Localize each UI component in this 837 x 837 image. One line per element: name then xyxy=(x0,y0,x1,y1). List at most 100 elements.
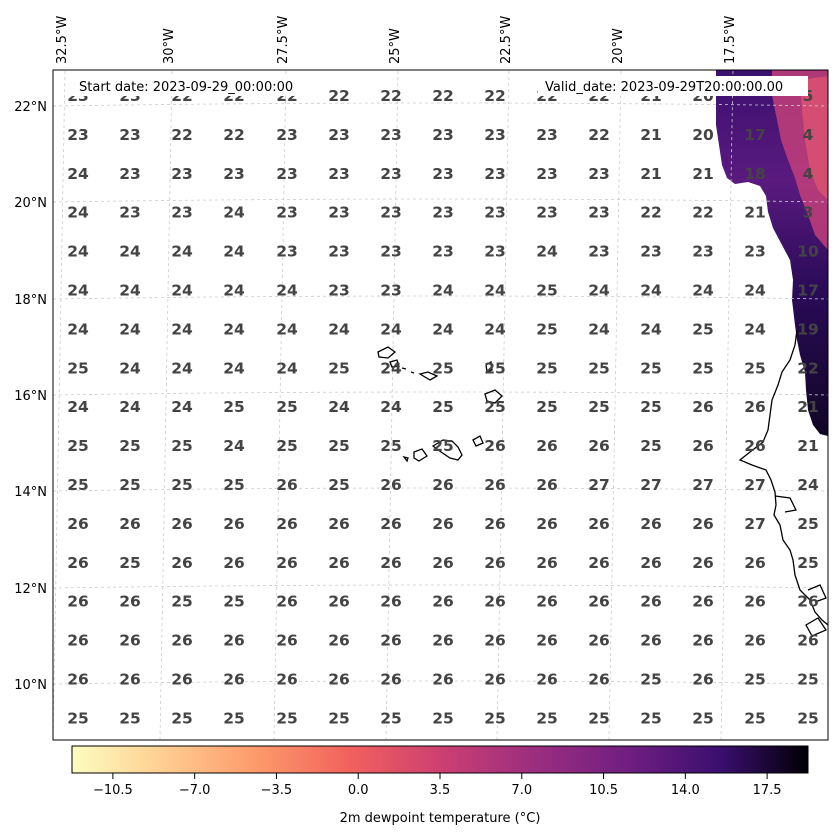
grid-value: 23 xyxy=(380,243,402,261)
grid-value: 25 xyxy=(692,320,714,338)
grid-value: 22 xyxy=(432,87,454,105)
grid-value: 27 xyxy=(744,476,766,494)
grid-value: 26 xyxy=(744,593,766,611)
grid-value: 24 xyxy=(119,359,141,377)
parallel-line xyxy=(53,391,828,396)
grid-value: 23 xyxy=(380,282,402,300)
grid-value: 24 xyxy=(171,359,193,377)
grid-value: 24 xyxy=(484,320,506,338)
grid-value: 23 xyxy=(276,243,298,261)
colorbar-gradient xyxy=(71,745,809,774)
grid-value: 26 xyxy=(484,554,506,572)
grid-value: 24 xyxy=(536,243,558,261)
grid-value: 25 xyxy=(276,398,298,416)
grid-value: 26 xyxy=(797,593,819,611)
grid-value: 25 xyxy=(380,437,402,455)
grid-value: 26 xyxy=(119,515,141,533)
grid-value: 25 xyxy=(484,709,506,727)
grid-value: 26 xyxy=(484,671,506,689)
grid-value: 24 xyxy=(223,320,245,338)
grid-value: 25 xyxy=(588,359,610,377)
parallel-line xyxy=(53,584,828,589)
start-date-text: Start date: 2023-09-29_00:00:00 xyxy=(79,80,293,95)
grid-value: 26 xyxy=(797,632,819,650)
grid-value: 24 xyxy=(171,398,193,416)
grid-value: 26 xyxy=(588,593,610,611)
grid-value: 26 xyxy=(223,671,245,689)
grid-value: 26 xyxy=(692,593,714,611)
grid-value: 24 xyxy=(67,398,89,416)
grid-value: 26 xyxy=(692,515,714,533)
grid-value: 25 xyxy=(119,554,141,572)
grid-value: 21 xyxy=(692,165,714,183)
grid-value: 25 xyxy=(328,709,350,727)
grid-value: 26 xyxy=(484,593,506,611)
grid-value: 23 xyxy=(67,126,89,144)
grid-value: 25 xyxy=(640,437,662,455)
grid-value: 23 xyxy=(692,243,714,261)
grid-value: 25 xyxy=(223,476,245,494)
parallel-line xyxy=(53,295,828,300)
grid-value: 25 xyxy=(276,709,298,727)
grid-value: 26 xyxy=(484,476,506,494)
grid-value: 23 xyxy=(380,126,402,144)
grid-value: 26 xyxy=(328,632,350,650)
grid-value: 23 xyxy=(536,204,558,222)
grid-value: 26 xyxy=(380,671,402,689)
cape-verde-islands xyxy=(377,346,503,463)
grid-value: 19 xyxy=(797,320,819,338)
grid-value: 26 xyxy=(744,632,766,650)
grid-value: 26 xyxy=(484,515,506,533)
grid-value: 26 xyxy=(380,632,402,650)
grid-value: 25 xyxy=(223,709,245,727)
grid-value: 20 xyxy=(692,126,714,144)
grid-value: 26 xyxy=(380,554,402,572)
grid-value: 23 xyxy=(328,243,350,261)
grid-value: 24 xyxy=(171,282,193,300)
meridian-line xyxy=(159,70,173,740)
grid-value: 26 xyxy=(432,593,454,611)
grid-value: 21 xyxy=(744,204,766,222)
grid-value: 26 xyxy=(276,476,298,494)
grid-value: 23 xyxy=(380,165,402,183)
longitude-labels: 32.5°W 30°W 27.5°W 25°W 22.5°W 20°W 17.5°W xyxy=(55,16,738,64)
grid-value: 26 xyxy=(692,554,714,572)
longitude-label: 20°W xyxy=(611,28,626,64)
grid-value: 25 xyxy=(432,437,454,455)
grid-value: 18 xyxy=(744,165,766,183)
grid-value: 24 xyxy=(67,243,89,261)
grid-value: 26 xyxy=(640,515,662,533)
grid-value: 26 xyxy=(588,515,610,533)
grid-value: 23 xyxy=(432,165,454,183)
valid-date-text: Valid_date: 2023-09-29T20:00:00.00 xyxy=(545,80,783,95)
grid-value: 25 xyxy=(432,359,454,377)
grid-value: 10 xyxy=(797,243,819,261)
colorbar-tick-label: 3.5 xyxy=(430,783,451,798)
grid-value: 26 xyxy=(171,515,193,533)
grid-value: 23 xyxy=(380,204,402,222)
parallel-line xyxy=(53,680,828,685)
grid-value: 23 xyxy=(328,126,350,144)
grid-value: 25 xyxy=(171,437,193,455)
grid-value: 24 xyxy=(640,320,662,338)
grid-value: 25 xyxy=(171,593,193,611)
grid-value-labels: 2323222222222222222222212052323222223232… xyxy=(67,87,819,727)
grid-value: 25 xyxy=(328,359,350,377)
longitude-label: 17.5°W xyxy=(723,16,738,64)
grid-value: 22 xyxy=(328,87,350,105)
grid-value: 26 xyxy=(276,593,298,611)
grid-value: 26 xyxy=(536,632,558,650)
grid-value: 26 xyxy=(328,671,350,689)
grid-value: 25 xyxy=(640,671,662,689)
grid-value: 27 xyxy=(640,476,662,494)
grid-value: 23 xyxy=(588,165,610,183)
grid-value: 25 xyxy=(119,709,141,727)
grid-value: 25 xyxy=(432,398,454,416)
grid-value: 17 xyxy=(797,282,819,300)
grid-value: 25 xyxy=(67,476,89,494)
grid-value: 23 xyxy=(119,126,141,144)
grid-value: 23 xyxy=(484,243,506,261)
grid-value: 26 xyxy=(328,515,350,533)
grid-value: 25 xyxy=(171,476,193,494)
grid-value: 26 xyxy=(171,671,193,689)
